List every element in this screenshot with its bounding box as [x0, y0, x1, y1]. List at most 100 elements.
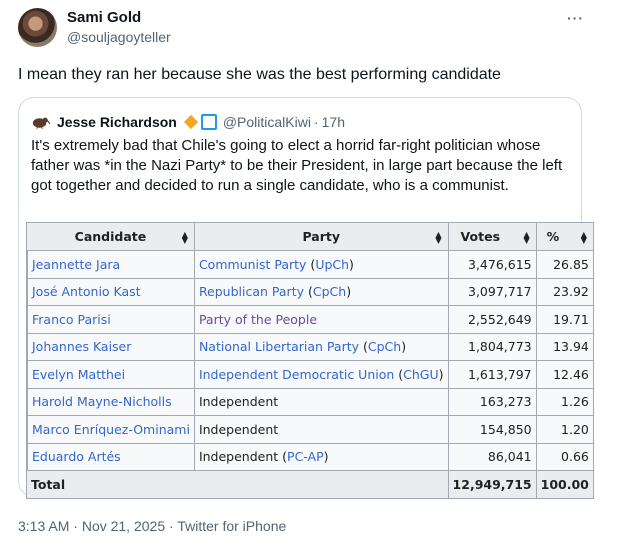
coalition-link[interactable]: UpCh: [315, 256, 350, 272]
election-results-table: Candidate ▲ ▼ Party ▲ ▼ Votes ▲ ▼ % ▲ ▼: [26, 222, 594, 499]
quote-header: Jesse Richardson @PoliticalKiwi · 17h: [31, 113, 345, 131]
square-badge-icon: [200, 114, 217, 130]
party-cell: Independent: [193, 415, 449, 444]
total-votes: 12,949,715: [447, 470, 537, 499]
sort-icon[interactable]: ▲ ▼: [523, 230, 530, 245]
party-name: Independent: [198, 394, 279, 410]
candidate-cell: Eduardo Artés: [27, 442, 195, 471]
header-votes-label: Votes: [460, 229, 501, 244]
separator-dot: ·: [169, 518, 174, 534]
candidate-cell: Harold Mayne-Nicholls: [27, 387, 195, 416]
party-cell: Independent Democratic Union (ChGU): [193, 360, 449, 389]
quote-time[interactable]: 17h: [321, 114, 345, 130]
party-cell: Republican Party (CpCh): [193, 277, 449, 306]
quoted-tweet[interactable]: Jesse Richardson @PoliticalKiwi · 17h It…: [18, 97, 594, 499]
table-row: Jeannette Jara Communist Party (UpCh) 3,47…: [26, 250, 594, 279]
results-table-image[interactable]: Candidate ▲ ▼ Party ▲ ▼ Votes ▲ ▼ % ▲ ▼: [26, 222, 594, 499]
party-name[interactable]: Republican Party: [198, 284, 304, 300]
party-name: Independent: [198, 421, 279, 437]
author-name[interactable]: Sami Gold: [67, 9, 142, 26]
table-row: José Antonio Kast Republican Party (CpCh)…: [26, 277, 594, 306]
candidate-link[interactable]: Evelyn Matthei: [32, 366, 126, 382]
candidate-cell: José Antonio Kast: [27, 277, 195, 306]
candidate-cell: Marco Enríquez-Ominami: [27, 415, 195, 444]
table-row: Harold Mayne-Nicholls Independent 163,273 1…: [26, 387, 594, 416]
party-cell: Party of the People: [193, 305, 449, 334]
quote-text: It's extremely bad that Chile's going to…: [31, 137, 563, 194]
header-pct-label: %: [546, 229, 560, 244]
total-pct: 100.00: [535, 470, 594, 499]
header-pct[interactable]: % ▲ ▼: [535, 222, 594, 251]
party-name[interactable]: Communist Party: [198, 256, 307, 272]
party-cell: National Libertarian Party (CpCh): [193, 332, 449, 361]
coalition-link[interactable]: ChGU: [403, 366, 439, 382]
candidate-link[interactable]: Franco Parisi: [32, 311, 111, 327]
tweet-footer: 3:13 AM · Nov 21, 2025 · Twitter for iPh…: [18, 518, 286, 534]
party-name: Independent: [198, 449, 279, 465]
table-row: Franco Parisi Party of the People 2,552,64…: [26, 305, 594, 334]
tweet-source[interactable]: Twitter for iPhone: [177, 518, 287, 534]
table-row: Eduardo Artés Independent (PC-AP) 86,041 0.…: [26, 442, 594, 471]
sort-icon[interactable]: ▲ ▼: [435, 230, 442, 245]
sort-icon[interactable]: ▲ ▼: [181, 230, 188, 245]
sort-icon[interactable]: ▲ ▼: [580, 230, 587, 245]
author-handle[interactable]: @souljagoyteller: [67, 29, 171, 45]
party-cell: Independent (PC-AP): [193, 442, 449, 471]
table-row: Johannes Kaiser National Libertarian Part…: [26, 332, 594, 361]
votes-cell: 3,476,615: [447, 250, 537, 279]
candidate-cell: Franco Parisi: [27, 305, 195, 334]
votes-cell: 163,273: [447, 387, 537, 416]
quote-author-handle[interactable]: @PoliticalKiwi: [222, 114, 311, 130]
candidate-link[interactable]: Harold Mayne-Nicholls: [32, 394, 172, 410]
header-candidate-label: Candidate: [74, 229, 147, 244]
header-candidate[interactable]: Candidate ▲ ▼: [26, 222, 195, 251]
coalition-link[interactable]: CpCh: [312, 284, 347, 300]
quote-author-name[interactable]: Jesse Richardson: [57, 114, 177, 130]
tweet-header: Sami Gold @souljagoyteller ···: [18, 6, 608, 50]
tweet-time[interactable]: 3:13 AM: [18, 518, 70, 534]
diamond-badge-icon: [183, 114, 198, 130]
separator-dot: ·: [73, 518, 78, 534]
candidate-link[interactable]: Eduardo Artés: [32, 449, 121, 465]
tweet-date[interactable]: Nov 21, 2025: [81, 518, 166, 534]
candidate-cell: Evelyn Matthei: [27, 360, 195, 389]
candidate-cell: Johannes Kaiser: [27, 332, 195, 361]
avatar[interactable]: [18, 8, 57, 47]
candidate-link[interactable]: Marco Enríquez-Ominami: [32, 421, 190, 437]
separator-dot: ·: [313, 114, 319, 130]
party-name[interactable]: Independent Democratic Union: [198, 366, 395, 382]
pct-cell: 23.92: [535, 277, 594, 306]
pct-cell: 19.71: [535, 305, 594, 334]
table-row: Evelyn Matthei Independent Democratic Uni…: [26, 360, 594, 389]
total-label: Total: [26, 470, 449, 499]
pct-cell: 1.26: [535, 387, 594, 416]
candidate-link[interactable]: Johannes Kaiser: [32, 339, 132, 355]
party-cell: Communist Party (UpCh): [193, 250, 449, 279]
pct-cell: 0.66: [535, 442, 594, 471]
candidate-cell: Jeannette Jara: [27, 250, 195, 279]
total-row: Total 12,949,715 100.00: [26, 470, 594, 499]
votes-cell: 86,041: [447, 442, 537, 471]
pct-cell: 12.46: [535, 360, 594, 389]
candidate-link[interactable]: Jeannette Jara: [32, 256, 121, 272]
party-name[interactable]: National Libertarian Party: [198, 339, 360, 355]
votes-cell: 3,097,717: [447, 277, 537, 306]
coalition-link[interactable]: CpCh: [367, 339, 402, 355]
tweet-text: I mean they ran her because she was the …: [18, 66, 501, 83]
pct-cell: 13.94: [535, 332, 594, 361]
header-party-label: Party: [302, 229, 341, 244]
party-cell: Independent: [193, 387, 449, 416]
party-name[interactable]: Party of the People: [198, 311, 318, 327]
header-votes[interactable]: Votes ▲ ▼: [447, 222, 537, 251]
table-header-row: Candidate ▲ ▼ Party ▲ ▼ Votes ▲ ▼ % ▲ ▼: [26, 222, 594, 251]
votes-cell: 154,850: [447, 415, 537, 444]
kiwi-avatar-icon[interactable]: [31, 115, 50, 129]
votes-cell: 1,804,773: [447, 332, 537, 361]
candidate-link[interactable]: José Antonio Kast: [32, 284, 141, 300]
pct-cell: 1.20: [535, 415, 594, 444]
more-options-icon[interactable]: ···: [567, 10, 584, 26]
votes-cell: 2,552,649: [447, 305, 537, 334]
header-party[interactable]: Party ▲ ▼: [193, 222, 449, 251]
coalition-link[interactable]: PC-AP: [287, 449, 324, 465]
table-row: Marco Enríquez-Ominami Independent 154,850…: [26, 415, 594, 444]
